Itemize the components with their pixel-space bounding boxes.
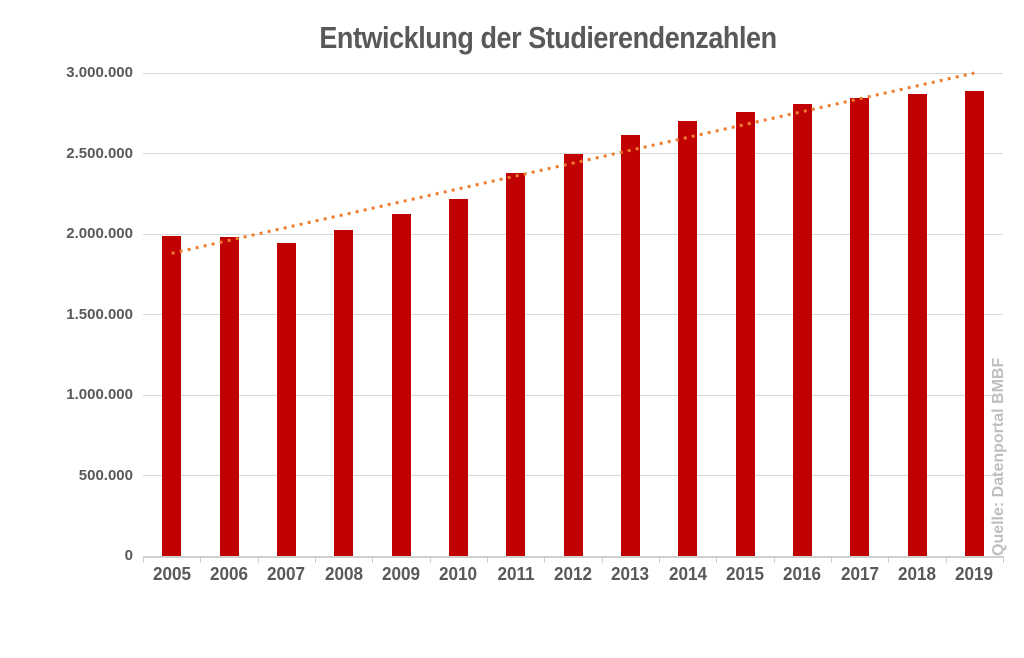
- y-tick-label: 0: [124, 547, 133, 564]
- bar-2013: [620, 135, 640, 556]
- x-tick-label: 2005: [152, 564, 191, 584]
- chart-title: Entwicklung der Studierendenzahlen: [319, 20, 777, 55]
- x-tick-mark: [143, 556, 144, 563]
- x-tick-mark: [1003, 556, 1004, 563]
- x-tick-mark: [601, 556, 603, 563]
- bar-2009: [391, 214, 411, 556]
- x-tick-label: 2008: [324, 564, 363, 584]
- y-tick-label: 2.500.000: [66, 144, 133, 162]
- x-tick-mark: [659, 556, 660, 563]
- trendline-path: [171, 71, 975, 255]
- x-tick-mark: [429, 556, 431, 563]
- x-tick-label: 2012: [553, 564, 593, 584]
- x-tick-mark: [773, 556, 775, 563]
- x-tick-label: 2013: [611, 564, 650, 584]
- x-axis-line: [143, 556, 1003, 558]
- x-tick-mark: [200, 556, 202, 563]
- x-tick-label: 2010: [439, 564, 478, 584]
- bar-2010: [448, 199, 468, 556]
- bar-2007: [276, 243, 296, 556]
- bar-2016: [792, 104, 812, 556]
- x-tick-mark: [315, 556, 316, 563]
- bar-2014: [678, 121, 698, 556]
- bar-2015: [735, 112, 755, 556]
- bar-2008: [334, 230, 354, 556]
- x-tick-label: 2006: [209, 564, 249, 584]
- bar-2011: [506, 173, 526, 556]
- x-tick-label: 2015: [725, 564, 765, 584]
- x-tick-mark: [831, 556, 832, 563]
- x-tick-mark: [372, 556, 374, 563]
- bar-2012: [563, 154, 583, 556]
- y-tick-label: 500.000: [78, 466, 133, 484]
- gridline: [143, 72, 1003, 74]
- x-tick-mark: [716, 556, 718, 563]
- y-tick-label: 2.000.000: [66, 225, 133, 242]
- x-tick-label: 2011: [497, 564, 535, 584]
- gridline: [143, 153, 1003, 154]
- x-tick-label: 2019: [955, 564, 994, 584]
- bar-2006: [219, 237, 239, 556]
- bar-2005: [162, 236, 182, 556]
- x-tick-label: 2017: [840, 564, 879, 584]
- bar-2018: [907, 94, 927, 556]
- bar-2019: [964, 91, 984, 556]
- x-tick-label: 2007: [267, 564, 306, 584]
- x-tick-mark: [888, 556, 890, 563]
- x-tick-label: 2014: [668, 564, 707, 584]
- trendline: [171, 71, 975, 255]
- x-tick-mark: [544, 556, 546, 563]
- x-tick-label: 2009: [381, 564, 421, 584]
- x-tick-mark: [945, 556, 947, 563]
- y-tick-label: 1.000.000: [66, 386, 133, 403]
- x-tick-mark: [257, 556, 259, 563]
- y-tick-label: 1.500.000: [66, 305, 133, 323]
- x-tick-label: 2018: [897, 564, 937, 584]
- y-tick-label: 3.000.000: [66, 64, 133, 81]
- bar-2017: [850, 98, 870, 556]
- x-tick-label: 2016: [783, 564, 822, 584]
- x-tick-mark: [487, 556, 488, 563]
- plot-area: [143, 71, 1003, 558]
